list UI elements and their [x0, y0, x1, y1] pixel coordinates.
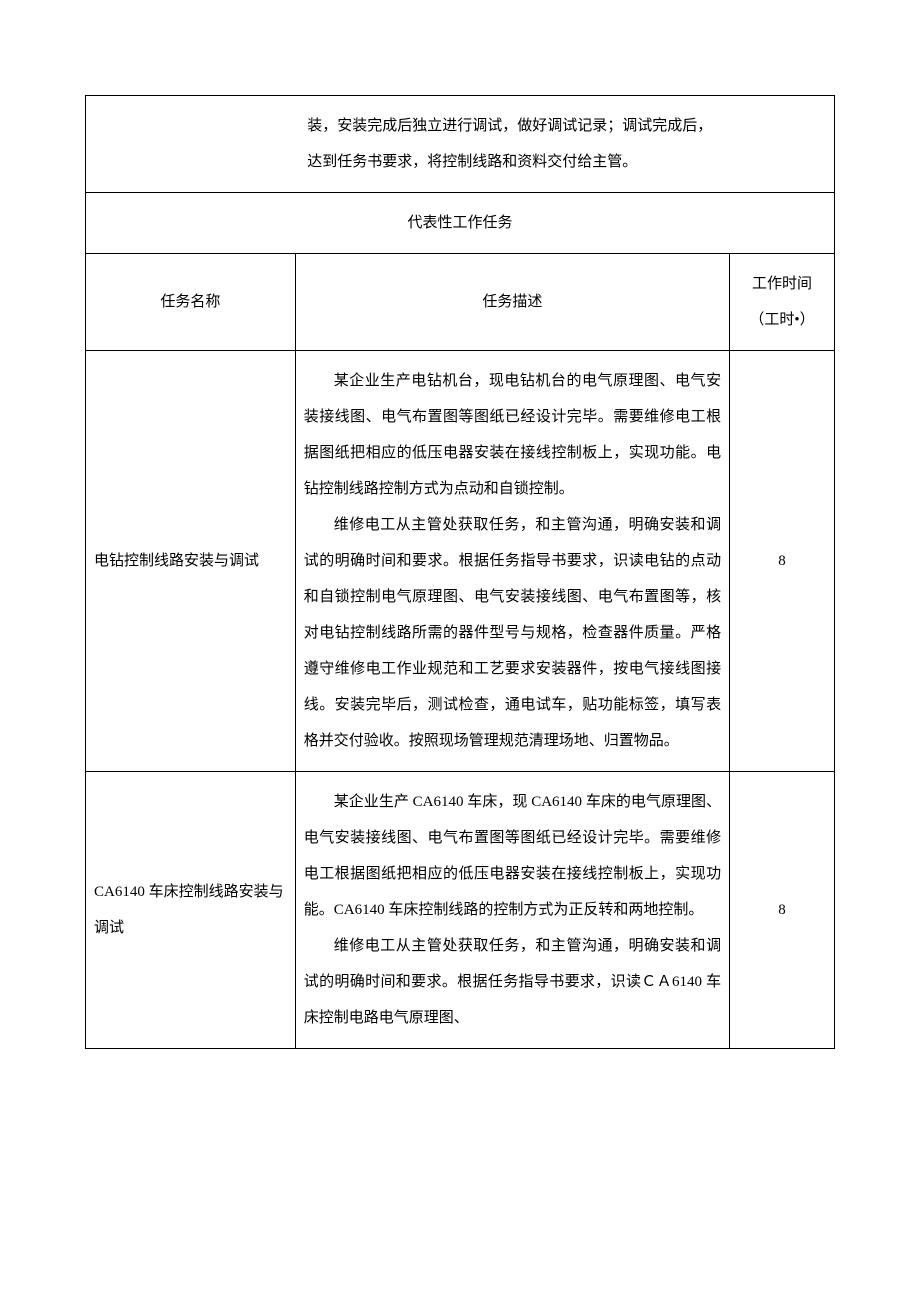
task-time-cell-1: 8 — [730, 351, 835, 772]
task-time-cell-2: 8 — [730, 772, 835, 1049]
task-desc-cell-1: 某企业生产电钻机台，现电钻机台的电气原理图、电气安装接线图、电气布置图等图纸已经… — [295, 351, 729, 772]
task-time-2: 8 — [778, 902, 786, 918]
task-desc-2-p2: 维修电工从主管处获取任务，和主管沟通，明确安装和调试的明确时间和要求。根据任务指… — [304, 928, 721, 1036]
section-title-cell: 代表性工作任务 — [86, 193, 835, 254]
col-header-name: 任务名称 — [86, 254, 296, 351]
continuation-col3 — [730, 96, 835, 193]
work-task-table: 装，安装完成后独立进行调试，做好调试记录；调试完成后，达到任务书要求，将控制线路… — [85, 95, 835, 1049]
task-desc-1-p1: 某企业生产电钻机台，现电钻机台的电气原理图、电气安装接线图、电气布置图等图纸已经… — [304, 363, 721, 507]
table-row: CA6140 车床控制线路安装与调试 某企业生产 CA6140 车床，现 CA6… — [86, 772, 835, 1049]
continuation-text: 装，安装完成后独立进行调试，做好调试记录；调试完成后，达到任务书要求，将控制线路… — [307, 118, 712, 170]
task-name-1: 电钻控制线路安装与调试 — [94, 553, 259, 569]
col-header-desc: 任务描述 — [295, 254, 729, 351]
task-name-cell-1: 电钻控制线路安装与调试 — [86, 351, 296, 772]
table-row: 电钻控制线路安装与调试 某企业生产电钻机台，现电钻机台的电气原理图、电气安装接线… — [86, 351, 835, 772]
task-time-1: 8 — [778, 553, 786, 569]
section-title-row: 代表性工作任务 — [86, 193, 835, 254]
section-title: 代表性工作任务 — [407, 215, 512, 231]
continuation-text-cell: 装，安装完成后独立进行调试，做好调试记录；调试完成后，达到任务书要求，将控制线路… — [295, 96, 729, 193]
continuation-col1 — [86, 96, 296, 193]
task-desc-1-p2: 维修电工从主管处获取任务，和主管沟通，明确安装和调试的明确时间和要求。根据任务指… — [304, 507, 721, 759]
task-name-2: CA6140 车床控制线路安装与调试 — [94, 884, 284, 936]
task-desc-2-p1: 某企业生产 CA6140 车床，现 CA6140 车床的电气原理图、电气安装接线… — [304, 784, 721, 928]
task-desc-cell-2: 某企业生产 CA6140 车床，现 CA6140 车床的电气原理图、电气安装接线… — [295, 772, 729, 1049]
column-header-row: 任务名称 任务描述 工作时间（工时•） — [86, 254, 835, 351]
task-name-cell-2: CA6140 车床控制线路安装与调试 — [86, 772, 296, 1049]
col-header-time: 工作时间（工时•） — [730, 254, 835, 351]
continuation-row: 装，安装完成后独立进行调试，做好调试记录；调试完成后，达到任务书要求，将控制线路… — [86, 96, 835, 193]
